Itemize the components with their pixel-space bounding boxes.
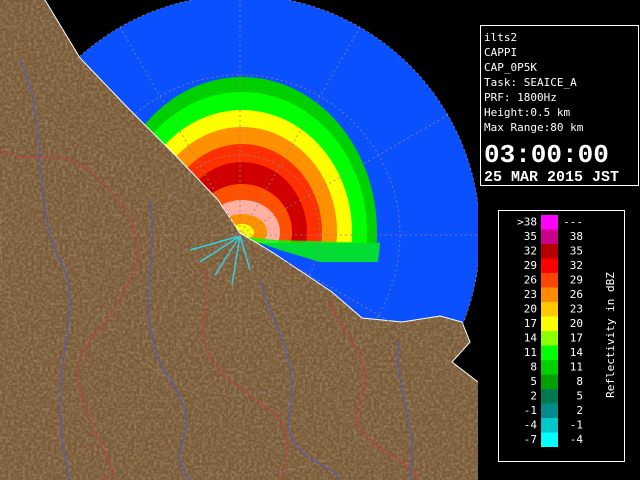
info-line: CAP_0P5K [484, 61, 537, 74]
info-line: Max Range:80 km [484, 121, 584, 134]
legend-swatch [541, 389, 558, 404]
legend-swatch [541, 244, 558, 259]
rivers [19, 59, 413, 480]
legend-low: 23 [524, 288, 537, 301]
legend-low: 2 [530, 389, 537, 402]
info-line: PRF: 1800Hz [484, 91, 557, 104]
legend-swatch [541, 331, 558, 346]
boundaries [0, 149, 421, 480]
info-line: CAPPI [484, 46, 517, 59]
legend-swatch [541, 302, 558, 317]
legend-low: 5 [530, 375, 537, 388]
legend-low: 35 [524, 230, 537, 243]
legend-low: 8 [530, 360, 537, 373]
info-line: Task: SEAICE_A [484, 76, 577, 89]
coastline [44, 0, 478, 383]
legend-swatch [541, 258, 558, 273]
legend-low: -7 [524, 433, 537, 446]
legend-high: 5 [576, 389, 583, 402]
legend-high: 2 [576, 404, 583, 417]
info-line: ilts2 [484, 31, 517, 44]
legend-low: -4 [524, 418, 538, 431]
legend-low: 32 [524, 244, 537, 257]
legend-panel [498, 210, 625, 462]
legend-high: -1 [570, 418, 583, 431]
legend-low: 26 [524, 273, 537, 286]
info-panel [480, 25, 639, 186]
range-rings [0, 0, 478, 476]
legend-high: --- [563, 215, 583, 228]
legend-high: 32 [570, 259, 583, 272]
legend-high: 35 [570, 244, 583, 257]
legend-low: >38 [517, 215, 537, 228]
legend-swatch [541, 374, 558, 389]
legend-low: 20 [524, 302, 537, 315]
legend-low: -1 [524, 404, 537, 417]
legend-low: 14 [524, 331, 538, 344]
legend-swatch [541, 432, 558, 447]
info-text: ilts2 CAPPI CAP_0P5K Task: SEAICE_A PRF: 180… [484, 31, 619, 186]
legend-high: 17 [570, 331, 583, 344]
legend-title: Reflectivity in dBZ [604, 272, 617, 398]
legend-high: 11 [570, 360, 583, 373]
map [0, 0, 478, 480]
legend-low: 17 [524, 317, 537, 330]
legend-low: 11 [524, 346, 537, 359]
legend-swatch [541, 215, 558, 230]
legend-high: 23 [570, 302, 583, 315]
legend-high: 20 [570, 317, 583, 330]
echo-band [240, 236, 380, 262]
legend-swatch [541, 360, 558, 375]
legend-swatch [541, 403, 558, 418]
legend-high: 26 [570, 288, 583, 301]
legend-swatch [541, 273, 558, 288]
legend-high: 29 [570, 273, 583, 286]
legend-swatch [541, 418, 558, 433]
legend-swatch [541, 316, 558, 331]
legend-swatch [541, 287, 558, 302]
legend-high: 38 [570, 230, 583, 243]
info-time: 03:00:00 [484, 140, 609, 170]
legend-low: 29 [524, 259, 537, 272]
legend-high: 14 [570, 346, 584, 359]
legend-high: -4 [570, 433, 584, 446]
info-date: 25 MAR 2015 JST [484, 169, 619, 186]
legend-swatch [541, 345, 558, 360]
legend-swatch [541, 229, 558, 244]
legend-high: 8 [576, 375, 583, 388]
clutter [189, 235, 251, 286]
info-line: Height:0.5 km [484, 106, 570, 119]
